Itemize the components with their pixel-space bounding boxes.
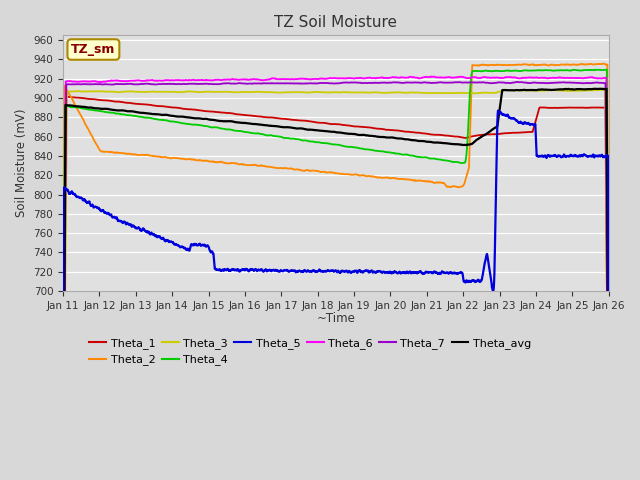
Theta_3 bbox=[310, 89, 317, 95]
Theta_6 bbox=[427, 73, 435, 79]
Theta_7 bbox=[310, 81, 317, 86]
X-axis label: ~Time: ~Time bbox=[316, 312, 355, 325]
Theta_2 bbox=[310, 168, 317, 173]
Theta_3 bbox=[589, 87, 596, 93]
Line: Theta_7: Theta_7 bbox=[63, 82, 609, 480]
Theta_5 bbox=[324, 268, 332, 274]
Theta_2 bbox=[589, 61, 596, 67]
Line: Theta_1: Theta_1 bbox=[63, 96, 609, 480]
Theta_avg bbox=[310, 127, 317, 133]
Theta_1 bbox=[87, 96, 95, 102]
Theta_7 bbox=[589, 80, 597, 86]
Theta_4 bbox=[489, 68, 497, 74]
Theta_avg bbox=[324, 129, 332, 134]
Theta_2 bbox=[489, 62, 497, 68]
Theta_7 bbox=[589, 80, 596, 86]
Theta_4 bbox=[589, 67, 596, 73]
Theta_3 bbox=[589, 87, 596, 93]
Theta_avg bbox=[591, 86, 599, 92]
Theta_3 bbox=[87, 88, 95, 94]
Theta_avg bbox=[589, 86, 596, 92]
Theta_7 bbox=[489, 80, 497, 86]
Title: TZ Soil Moisture: TZ Soil Moisture bbox=[275, 15, 397, 30]
Theta_5 bbox=[589, 152, 596, 158]
Theta_7 bbox=[324, 80, 332, 86]
Theta_2 bbox=[599, 61, 607, 67]
Theta_1 bbox=[63, 94, 70, 99]
Theta_4 bbox=[87, 107, 95, 113]
Line: Theta_6: Theta_6 bbox=[63, 76, 609, 480]
Line: Theta_avg: Theta_avg bbox=[63, 89, 609, 480]
Line: Theta_4: Theta_4 bbox=[63, 70, 609, 480]
Theta_1 bbox=[589, 105, 596, 110]
Theta_3 bbox=[489, 90, 497, 96]
Line: Theta_5: Theta_5 bbox=[63, 110, 609, 480]
Theta_avg bbox=[489, 126, 497, 132]
Theta_5 bbox=[589, 152, 597, 157]
Theta_2 bbox=[324, 169, 332, 175]
Y-axis label: Soil Moisture (mV): Soil Moisture (mV) bbox=[15, 109, 28, 217]
Theta_5 bbox=[494, 108, 502, 113]
Theta_5 bbox=[489, 288, 497, 293]
Theta_3 bbox=[324, 90, 332, 96]
Theta_1 bbox=[325, 121, 333, 127]
Theta_avg bbox=[87, 105, 95, 110]
Theta_7 bbox=[87, 82, 95, 87]
Theta_2 bbox=[87, 131, 95, 137]
Text: TZ_sm: TZ_sm bbox=[71, 43, 116, 56]
Theta_1 bbox=[589, 105, 597, 110]
Theta_2 bbox=[605, 437, 612, 443]
Theta_6 bbox=[589, 74, 596, 80]
Theta_5 bbox=[310, 268, 317, 274]
Theta_2 bbox=[589, 61, 596, 67]
Theta_1 bbox=[310, 119, 318, 125]
Line: Theta_2: Theta_2 bbox=[63, 64, 609, 480]
Theta_6 bbox=[324, 75, 332, 81]
Theta_avg bbox=[589, 86, 596, 92]
Legend: Theta_1, Theta_2, Theta_3, Theta_4, Theta_5, Theta_6, Theta_7, Theta_avg: Theta_1, Theta_2, Theta_3, Theta_4, Thet… bbox=[85, 334, 536, 370]
Theta_4 bbox=[310, 139, 317, 144]
Line: Theta_3: Theta_3 bbox=[63, 90, 609, 480]
Theta_6 bbox=[310, 76, 317, 82]
Theta_avg bbox=[605, 476, 612, 480]
Theta_4 bbox=[324, 141, 332, 146]
Theta_6 bbox=[489, 75, 497, 81]
Theta_7 bbox=[513, 79, 520, 85]
Theta_5 bbox=[605, 477, 612, 480]
Theta_5 bbox=[87, 203, 95, 209]
Theta_4 bbox=[603, 67, 611, 72]
Theta_4 bbox=[589, 67, 596, 73]
Theta_1 bbox=[489, 131, 497, 137]
Theta_6 bbox=[87, 79, 95, 84]
Theta_6 bbox=[589, 75, 597, 81]
Theta_6 bbox=[605, 475, 612, 480]
Theta_3 bbox=[597, 87, 605, 93]
